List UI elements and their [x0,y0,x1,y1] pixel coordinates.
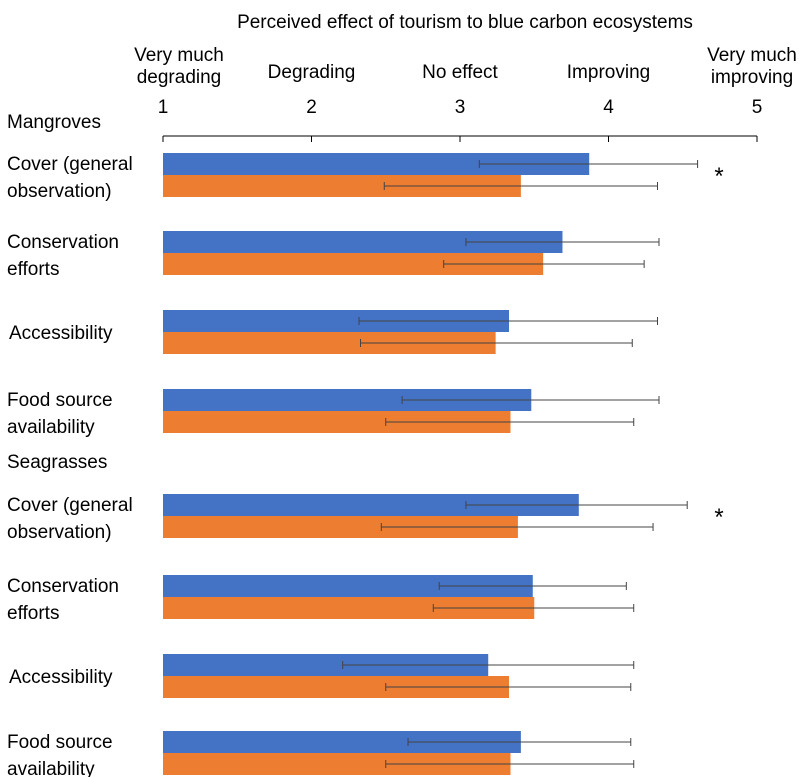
bar [163,516,518,538]
bar [163,153,590,175]
bar [163,310,510,332]
category-label: Food source [7,390,113,411]
bar [163,389,532,411]
x-tick-label: 2 [306,97,317,118]
significance-marker: * [714,504,723,531]
category-label: Cover (general [7,154,133,175]
bar [163,494,579,516]
category-label: availability [7,417,95,438]
category-label: availability [7,759,95,777]
category-label: observation) [7,181,112,202]
group-label: Seagrasses [7,452,107,473]
bar [163,654,489,676]
bars [163,153,590,775]
category-label: Cover (general [7,495,133,516]
category-label: efforts [7,259,59,280]
scale-label: Very much [134,45,224,66]
x-tick-label: 1 [158,97,169,118]
chart-title: Perceived effect of tourism to blue carb… [237,12,693,33]
x-tick-label: 4 [603,97,614,118]
scale-label: Improving [567,62,650,83]
category-label: Accessibility [9,323,113,344]
bar [163,676,510,698]
bar [163,597,535,619]
category-labels: Mangroves Cover (general observation) * Cons… [7,112,724,777]
scale-label: degrading [137,67,222,88]
bar [163,411,511,433]
category-label: Conservation [7,576,119,597]
scale-label: Very much [707,45,797,66]
scale-label: improving [711,67,793,88]
scale-label: Degrading [268,62,356,83]
bar [163,175,521,197]
bar [163,332,496,354]
category-label: Food source [7,732,113,753]
significance-marker: * [714,163,723,190]
bar [163,253,544,275]
group-label: Mangroves [7,112,101,133]
scale-label: No effect [422,62,498,83]
category-label: observation) [7,522,112,543]
bar [163,231,563,253]
x-tick-label: 5 [752,97,763,118]
category-label: Accessibility [9,667,113,688]
bar [163,575,533,597]
category-label: Conservation [7,232,119,253]
bar [163,753,511,775]
bar [163,731,521,753]
category-label: efforts [7,603,59,624]
x-tick-label: 3 [455,97,466,118]
error-bars [342,160,699,768]
